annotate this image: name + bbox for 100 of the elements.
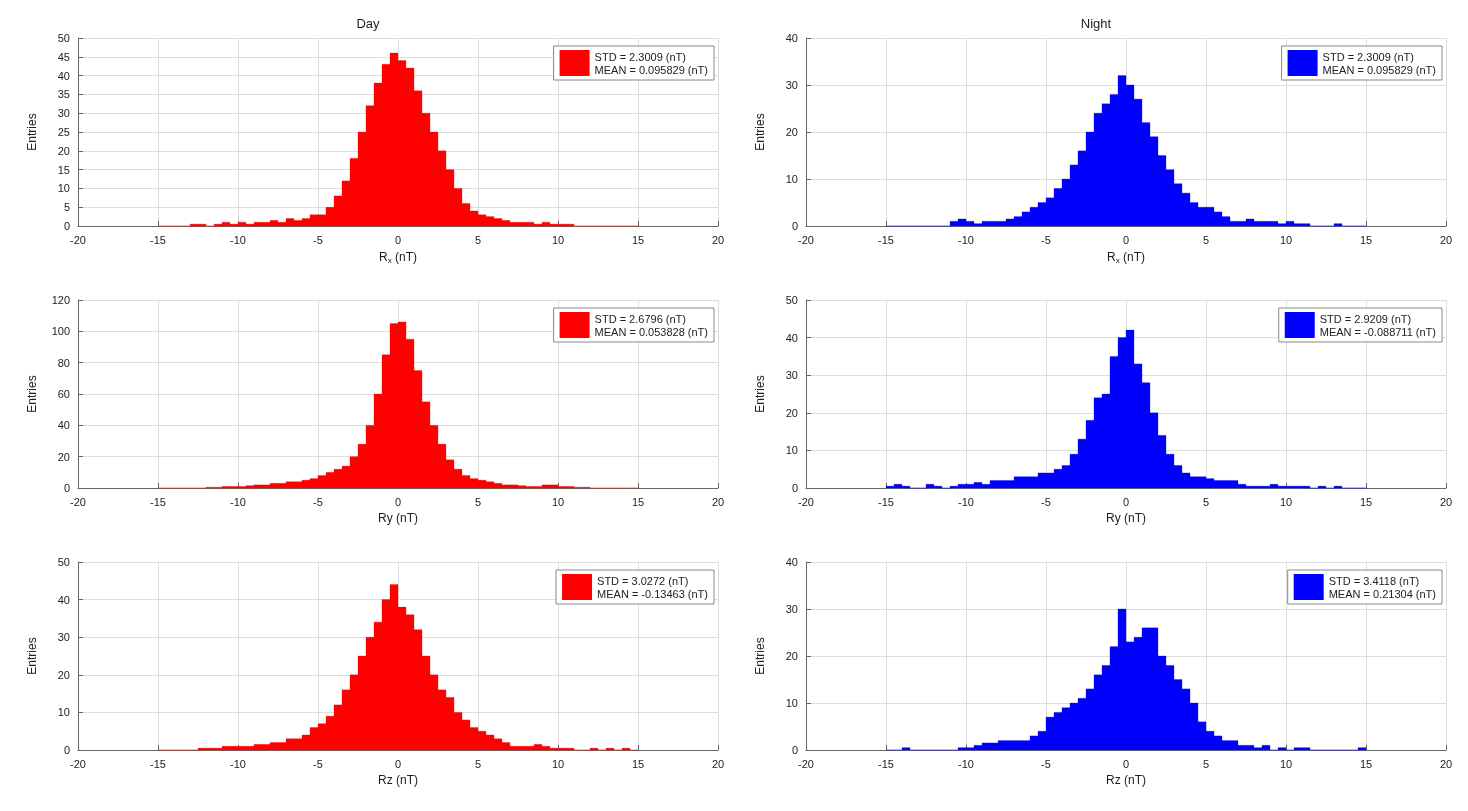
x-axis-title: Rz (nT)	[1106, 773, 1146, 787]
y-tick-label: 20	[57, 450, 70, 463]
legend-label: STD = 2.6796 (nT) MEAN = 0.053828 (nT)	[594, 312, 709, 338]
x-tick-label: 0	[394, 495, 402, 508]
x-tick-label: 5	[1202, 495, 1210, 508]
y-tick-label: 40	[57, 593, 70, 606]
y-tick-label: 10	[785, 444, 798, 457]
x-tick-label: 10	[1279, 757, 1293, 770]
y-tick-label: 40	[785, 32, 798, 44]
x-tick-label: -20	[70, 495, 86, 508]
y-tick-label: 15	[57, 163, 70, 176]
y-tick-label: 0	[791, 744, 798, 756]
x-tick-label: -5	[313, 233, 323, 246]
x-tick-label: 5	[1202, 233, 1210, 246]
x-axis-title: Ry (nT)	[1106, 511, 1146, 525]
y-tick-label: 20	[57, 668, 70, 681]
y-tick-label: 10	[785, 173, 798, 185]
x-tick-label: 20	[1439, 233, 1453, 246]
x-tick-label: -15	[878, 757, 894, 770]
y-tick-label: 30	[57, 107, 70, 120]
y-axis-title: Entries	[25, 113, 39, 151]
x-tick-label: -5	[313, 757, 323, 770]
x-tick-label: 10	[551, 757, 565, 770]
legend-label: STD = 2.9209 (nT) MEAN = -0.088711 (nT)	[1319, 312, 1436, 338]
x-tick-label: -20	[798, 233, 814, 246]
y-axis-title: Entries	[753, 637, 767, 675]
x-tick-label: -10	[230, 757, 246, 770]
x-tick-label: -5	[1041, 757, 1051, 770]
y-tick-label: 60	[57, 388, 70, 400]
y-tick-label: 0	[63, 220, 70, 232]
y-axis-title: Entries	[25, 637, 39, 675]
y-tick-label: 20	[785, 650, 798, 662]
x-tick-label: -15	[150, 495, 166, 508]
y-axis-title: Entries	[25, 375, 39, 413]
x-tick-label: 5	[474, 495, 482, 508]
y-tick-label: 45	[57, 50, 70, 63]
x-tick-label: 20	[711, 757, 725, 770]
x-axis-title: Rz (nT)	[378, 773, 418, 787]
x-tick-label: -15	[878, 233, 894, 246]
x-tick-label: -10	[958, 233, 974, 246]
y-tick-label: 0	[63, 744, 70, 756]
x-tick-label: 15	[631, 757, 645, 770]
x-tick-label: -15	[150, 233, 166, 246]
y-tick-label: 10	[57, 706, 70, 719]
y-tick-label: 50	[785, 294, 798, 306]
y-axis-title: Entries	[753, 113, 767, 151]
y-tick-label: 20	[785, 126, 798, 138]
x-tick-label: 10	[1279, 233, 1293, 246]
y-tick-label: 100	[51, 325, 70, 338]
x-tick-label: -10	[958, 495, 974, 508]
x-tick-label: 5	[474, 233, 482, 246]
y-tick-label: 80	[57, 356, 70, 369]
y-tick-label: 0	[791, 220, 798, 232]
y-tick-label: 40	[57, 419, 70, 432]
x-tick-label: -5	[1041, 495, 1051, 508]
x-tick-label: 15	[1359, 495, 1373, 508]
y-tick-label: 30	[785, 369, 798, 382]
x-tick-label: 5	[474, 757, 482, 770]
x-tick-label: 10	[551, 495, 565, 508]
y-tick-label: 30	[785, 603, 798, 615]
y-tick-label: 25	[57, 126, 70, 138]
x-tick-label: 5	[1202, 757, 1210, 770]
y-axis-title: Entries	[753, 375, 767, 413]
x-tick-label: -5	[1041, 233, 1051, 246]
y-tick-label: 40	[57, 69, 70, 82]
x-tick-label: -20	[798, 495, 814, 508]
legend-label: STD = 3.4118 (nT) MEAN = 0.21304 (nT)	[1328, 574, 1437, 600]
x-tick-label: 10	[551, 233, 565, 246]
y-tick-label: 10	[785, 697, 798, 709]
x-tick-label: 0	[1122, 495, 1130, 508]
x-tick-label: -5	[313, 495, 323, 508]
chart-title: Night	[1080, 16, 1112, 31]
x-tick-label: -15	[150, 757, 166, 770]
x-tick-label: 15	[1359, 233, 1373, 246]
y-tick-label: 0	[63, 482, 70, 494]
x-axis-title: Ry (nT)	[378, 511, 418, 525]
x-tick-label: 10	[1279, 495, 1293, 508]
x-tick-label: -10	[230, 233, 246, 246]
x-tick-label: -20	[70, 757, 86, 770]
x-tick-label: 0	[1122, 233, 1130, 246]
x-tick-label: 20	[711, 495, 725, 508]
x-tick-label: 15	[631, 495, 645, 508]
x-tick-label: -10	[958, 757, 974, 770]
legend-label: STD = 2.3009 (nT) MEAN = 0.095829 (nT)	[1322, 50, 1437, 76]
y-tick-label: 30	[57, 631, 70, 644]
x-tick-label: -15	[878, 495, 894, 508]
y-tick-label: 0	[791, 482, 798, 494]
legend-label: STD = 3.0272 (nT) MEAN = -0.13463 (nT)	[597, 574, 709, 600]
y-tick-label: 10	[57, 182, 70, 195]
x-tick-label: 20	[1439, 757, 1453, 770]
x-tick-label: 20	[1439, 495, 1453, 508]
y-tick-label: 50	[57, 32, 70, 44]
y-tick-label: 20	[57, 144, 70, 157]
y-tick-label: 30	[785, 79, 798, 91]
y-tick-label: 5	[63, 201, 70, 214]
x-tick-label: 0	[1122, 757, 1130, 770]
y-tick-label: 35	[57, 88, 70, 101]
x-tick-label: -10	[230, 495, 246, 508]
y-tick-label: 40	[785, 556, 798, 568]
x-tick-label: 0	[394, 233, 402, 246]
